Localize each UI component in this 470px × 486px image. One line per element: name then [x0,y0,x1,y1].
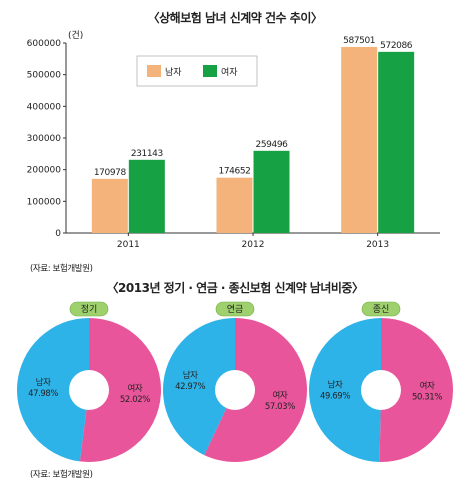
y-tick-label: 200000 [27,166,62,176]
pie-title-pill [361,301,401,317]
pie-title-label: 연금 [227,304,244,315]
bar-value-label: 170978 [94,168,127,178]
pie-slice-female-종신 [379,318,454,462]
y-tick-label: 600000 [27,39,62,49]
pie-label-female-value: 57.03% [265,402,295,412]
pie-slice-male-정기 [16,318,90,462]
legend-label: 여자 [221,66,238,78]
y-tick-label: 300000 [27,134,62,144]
y-tick-label: 0 [55,229,61,239]
y-tick-label: 400000 [27,102,62,112]
pie-slice-male-종신 [309,318,381,462]
pie-hole [215,370,255,410]
pie-label-male-name: 남자 [183,371,198,381]
bar-male-2012 [216,177,253,233]
y-tick-label: 100000 [27,197,62,207]
bar-value-label: 174652 [219,167,251,177]
y-tick-label: 500000 [27,71,62,81]
pie-section-title: 〈2013년 정기 · 연금 · 종신보험 신계약 남녀비중〉 [106,281,364,295]
legend-label: 남자 [165,67,182,78]
pie-label-male-value: 47.98% [28,389,58,399]
bar-value-label: 231143 [131,149,163,159]
pie-label-female-name: 여자 [127,383,142,394]
bar-chart-title: 〈상해보험 남녀 신계약 건수 추이〉 [147,11,323,25]
pie-slice-female-연금 [204,318,307,463]
x-tick-label: 2012 [242,240,265,250]
bar-chart-source: (자료: 보험개발원) [30,264,93,274]
bar-female-2012 [253,150,290,233]
bar-male-2011 [91,178,128,233]
bar-female-2011 [128,159,165,233]
pie-label-female-name: 여자 [420,380,435,391]
y-axis-unit-label: (건) [68,30,83,41]
pie-hole [69,370,109,410]
bar-female-2013 [378,51,415,233]
pie-hole [361,370,401,410]
pie-title-label: 종신 [373,304,390,315]
pie-label-male-value: 42.97% [175,382,205,392]
pie-label-male-name: 남자 [328,381,343,391]
pie-label-female-value: 50.31% [412,392,442,402]
pie-slice-male-연금 [162,318,235,456]
pie-slice-female-정기 [79,318,161,462]
pie-title-pill [69,301,109,317]
bar-value-label: 572086 [380,41,413,51]
pie-section-source: (자료: 보험개발원) [30,470,93,480]
bar-value-label: 259496 [256,140,289,150]
bar-male-2013 [341,46,378,234]
x-tick-label: 2011 [117,240,140,250]
x-tick-label: 2013 [366,240,389,250]
legend-swatch-female [203,65,217,77]
bar-value-label: 587501 [343,36,375,46]
legend-swatch-male [147,65,161,77]
pie-label-female-value: 52.02% [120,395,150,405]
pie-title-pill [215,301,255,317]
pie-label-male-name: 남자 [36,378,51,388]
pie-title-label: 정기 [81,304,98,315]
pie-label-female-name: 여자 [272,390,287,401]
pie-label-male-value: 49.69% [320,392,350,402]
